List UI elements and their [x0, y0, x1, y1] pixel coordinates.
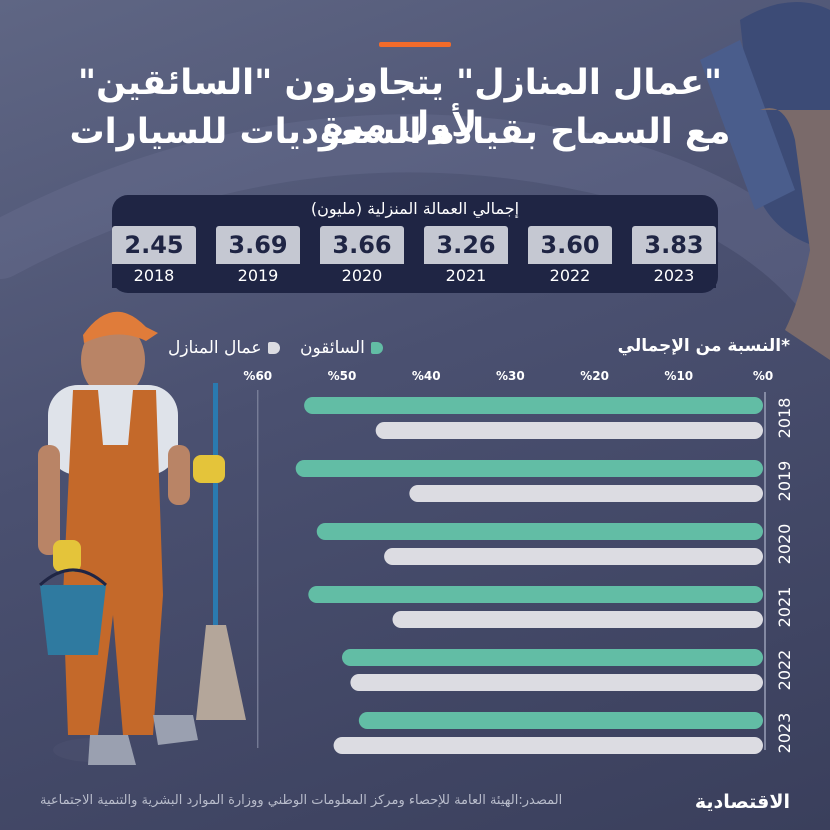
source-note: المصدر:الهيئة العامة للإحصاء ومركز المعل… [40, 793, 563, 808]
legend-swatch-housemaids [267, 342, 280, 354]
category-label-2021: 2021 [775, 587, 794, 628]
bar-drivers-2023 [358, 712, 763, 729]
housemaid-worker-illustration [38, 311, 246, 765]
hand-cleaning-illustration [700, 2, 830, 360]
bar-housemaids-2020 [384, 548, 763, 565]
total-value: 3.69 [216, 226, 300, 264]
total-card-2023: 3.83 2023 [632, 226, 716, 288]
page-title-line-1: "عمال المنازل" يتجاوزون "السائقين" لأول … [77, 63, 723, 145]
bar-housemaids-2023 [333, 737, 763, 754]
total-card-2020: 3.66 2020 [320, 226, 404, 288]
title-accent-bar [379, 42, 451, 47]
bar-drivers-2019 [295, 460, 763, 477]
x-tick-label: %20 [580, 369, 609, 383]
category-label-2020: 2020 [775, 524, 794, 565]
total-year: 2020 [320, 264, 404, 288]
bar-drivers-2018 [304, 397, 763, 414]
total-card-2019: 3.69 2019 [216, 226, 300, 288]
total-year: 2018 [112, 264, 196, 288]
total-card-2021: 3.26 2021 [424, 226, 508, 288]
totals-caption: إجمالي العمالة المنزلية (مليون) [310, 199, 520, 218]
category-label-2022: 2022 [775, 650, 794, 691]
legend-drivers: السائقون [300, 338, 383, 358]
legend-label-housemaids: عمال المنازل [168, 338, 262, 358]
total-year: 2023 [632, 264, 716, 288]
bar-housemaids-2019 [409, 485, 763, 502]
total-year: 2021 [424, 264, 508, 288]
x-tick-label: %30 [496, 369, 525, 383]
x-tick-label: %60 [243, 369, 272, 383]
bar-drivers-2021 [308, 586, 763, 603]
total-value: 2.45 [112, 226, 196, 264]
category-label-2023: 2023 [775, 713, 794, 754]
totals-panel: إجمالي العمالة المنزلية (مليون) 3.83 202… [112, 195, 718, 293]
legend-housemaids: عمال المنازل [168, 338, 280, 358]
total-value: 3.26 [424, 226, 508, 264]
x-tick-label: %50 [328, 369, 357, 383]
total-year: 2019 [216, 264, 300, 288]
total-card-2022: 3.60 2022 [528, 226, 612, 288]
bar-housemaids-2022 [350, 674, 763, 691]
total-value: 3.83 [632, 226, 716, 264]
bar-drivers-2020 [316, 523, 763, 540]
legend-label-drivers: السائقون [300, 338, 365, 358]
category-label-2018: 2018 [775, 398, 794, 439]
publisher-logo: الاقتصادية [694, 791, 790, 813]
page-title-line-2: مع السماح بقيادة السعوديات للسيارات [69, 112, 731, 152]
total-year: 2022 [528, 264, 612, 288]
bar-housemaids-2021 [392, 611, 763, 628]
bar-drivers-2022 [342, 649, 763, 666]
total-value: 3.60 [528, 226, 612, 264]
bar-housemaids-2018 [375, 422, 763, 439]
total-value: 3.66 [320, 226, 404, 264]
x-tick-label: %10 [664, 369, 693, 383]
x-tick-label: %40 [412, 369, 441, 383]
x-tick-label: %0 [753, 369, 773, 383]
total-card-2018: 2.45 2018 [112, 226, 196, 288]
chart-axis-label: *النسبة من الإجمالي [617, 336, 790, 356]
legend-swatch-drivers [370, 342, 383, 354]
category-label-2019: 2019 [775, 461, 794, 502]
